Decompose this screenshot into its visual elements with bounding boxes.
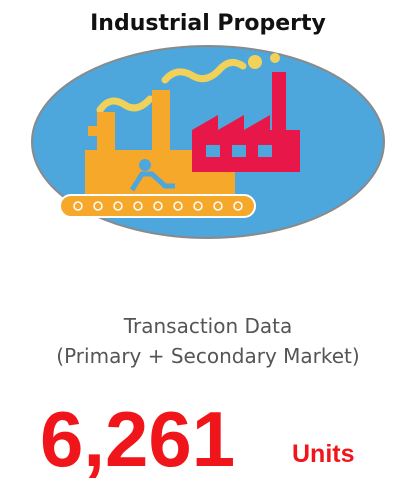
- caption: Transaction Data: [123, 314, 293, 338]
- unit: Units: [292, 440, 355, 468]
- caption: (Primary + Secondary Market): [56, 344, 359, 368]
- figure: 6,261: [40, 395, 235, 483]
- title: Industrial Property: [90, 11, 326, 36]
- factory-icon: [31, 45, 385, 239]
